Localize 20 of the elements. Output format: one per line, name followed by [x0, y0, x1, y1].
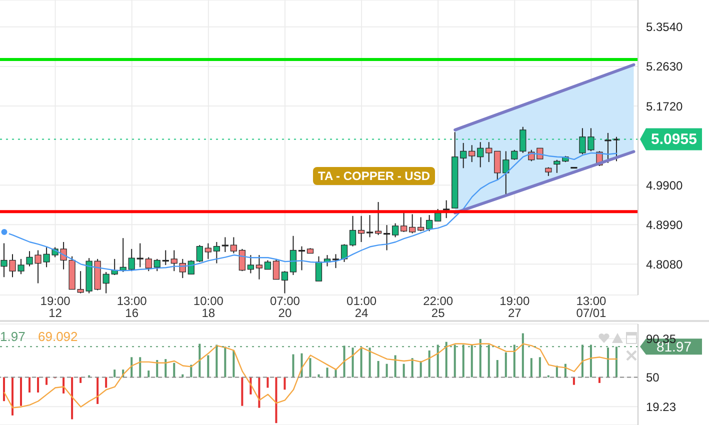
- y-tick-label: 5.2630: [646, 60, 684, 74]
- y-tick-label: 19.23: [646, 400, 676, 414]
- x-tick-label: 10:00 18: [193, 294, 224, 320]
- y-tick-label: 5.1720: [646, 99, 684, 114]
- y-tick-label: 50: [646, 370, 660, 384]
- y-tick-label: 4.9900: [646, 178, 684, 192]
- annotation: 1.97: [0, 329, 26, 344]
- x-tick-label: 19:00 27: [500, 294, 530, 320]
- x-tick-label: 01:00 24: [346, 294, 377, 320]
- annotation: TA - COPPER - USD: [313, 167, 436, 185]
- x-tick-label: 13:00 16: [116, 294, 148, 320]
- annotation: 69.092: [38, 329, 78, 344]
- x-tick-label: 19:00 12: [40, 294, 71, 320]
- x-tick-label: 13:00 07/01: [576, 294, 607, 320]
- x-tick-label: 07:00 20: [270, 294, 300, 320]
- x-tick-label: 22:00 25: [423, 294, 454, 320]
- y-tick-label: 4.8080: [646, 257, 684, 272]
- ref-line-label: 5.0955: [651, 131, 697, 148]
- y-tick-label: 5.3540: [646, 20, 684, 34]
- y-tick-label: 4.8990: [646, 218, 684, 232]
